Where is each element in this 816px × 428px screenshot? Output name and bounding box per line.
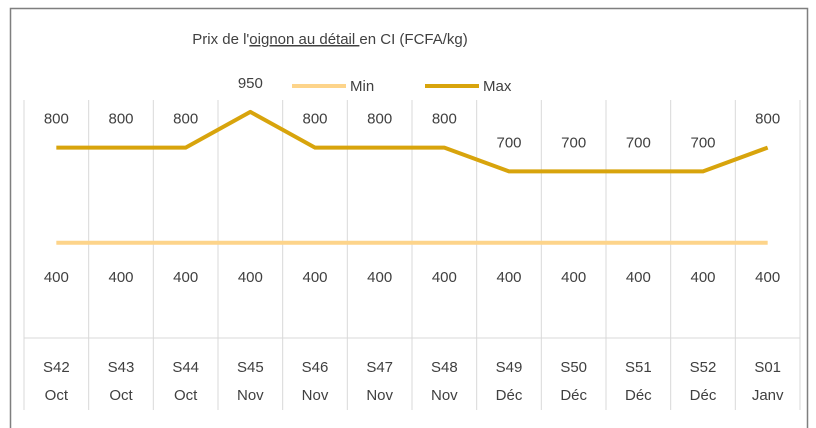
chart-title: Prix de l'oignon au détail en CI (FCFA/k…: [192, 31, 468, 48]
chart-frame: [9, 7, 809, 428]
data-label: 400: [626, 269, 651, 286]
x-group-label: Déc: [496, 387, 523, 404]
data-label: 950: [238, 75, 263, 92]
title-part: Prix de l': [192, 31, 249, 48]
data-label: 400: [302, 269, 327, 286]
data-label: 800: [44, 111, 69, 128]
x-group-label: Nov: [366, 387, 393, 404]
x-tick-label: S46: [302, 359, 329, 376]
x-group-label: Janv: [752, 387, 784, 404]
data-label: 700: [561, 134, 586, 151]
x-group-label: Oct: [45, 387, 69, 404]
data-label: 800: [367, 111, 392, 128]
line-series: [56, 109, 769, 174]
data-label: 800: [432, 111, 457, 128]
x-group-label: Déc: [625, 387, 652, 404]
data-label: 800: [108, 111, 133, 128]
x-group-label: Nov: [237, 387, 264, 404]
data-label: 400: [173, 269, 198, 286]
x-tick-label: S47: [366, 359, 393, 376]
x-tick-label: S52: [690, 359, 717, 376]
data-label: 400: [561, 269, 586, 286]
legend-label: Max: [483, 78, 512, 95]
x-group-label: Oct: [174, 387, 198, 404]
x-tick-label: S43: [108, 359, 135, 376]
x-tick-label: S48: [431, 359, 458, 376]
x-tick-label: S45: [237, 359, 264, 376]
x-tick-label: S51: [625, 359, 652, 376]
data-label: 800: [302, 111, 327, 128]
data-label: 400: [496, 269, 521, 286]
data-label: 400: [44, 269, 69, 286]
x-tick-label: S01: [754, 359, 781, 376]
x-tick-label: S44: [172, 359, 199, 376]
data-label: 400: [690, 269, 715, 286]
data-label: 800: [755, 111, 780, 128]
data-label: 400: [432, 269, 457, 286]
legend-label: Min: [350, 78, 374, 95]
x-tick-label: S49: [496, 359, 523, 376]
x-tick-label: S50: [560, 359, 587, 376]
x-group-label: Déc: [690, 387, 717, 404]
data-label: 700: [690, 134, 715, 151]
x-group-label: Nov: [431, 387, 458, 404]
title-part: oignon au détail: [249, 31, 359, 48]
title-part: en CI (FCFA/kg): [359, 31, 467, 48]
x-tick-label: S42: [43, 359, 70, 376]
data-label: 800: [173, 111, 198, 128]
x-group-label: Oct: [109, 387, 133, 404]
data-label: 700: [496, 134, 521, 151]
x-group-label: Nov: [302, 387, 329, 404]
data-label: 700: [626, 134, 651, 151]
data-label: 400: [108, 269, 133, 286]
data-label: 400: [367, 269, 392, 286]
data-label: 400: [238, 269, 263, 286]
x-group-label: Déc: [560, 387, 587, 404]
data-label: 400: [755, 269, 780, 286]
